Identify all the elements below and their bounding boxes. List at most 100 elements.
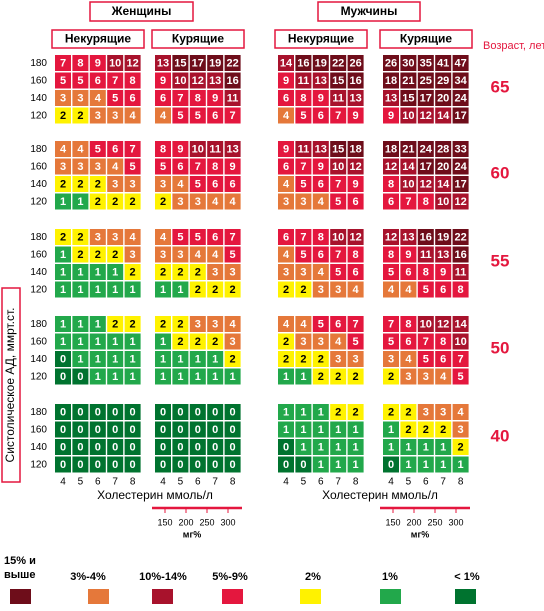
risk-cell [155,229,171,245]
risk-value: 13 [315,143,327,155]
risk-cell [347,107,364,124]
risk-cell [172,107,189,124]
risk-cell [155,193,171,210]
risk-value: 4 [283,318,290,330]
risk-cell [224,368,241,385]
risk-value: 4 [195,249,202,261]
risk-value: 0 [177,406,183,418]
risk-value: 3 [112,231,118,243]
age-label: 50 [491,338,510,357]
risk-cell [330,351,347,367]
risk-cell [155,141,171,157]
risk-cell [172,456,189,473]
risk-value: 13 [157,57,169,69]
risk-cell [400,456,417,473]
risk-value: 15 [332,75,344,87]
risk-value: 13 [385,92,397,104]
risk-value: 2 [405,424,411,436]
group-header-box [274,29,368,49]
risk-cell [155,158,171,175]
risk-cell [347,176,364,192]
risk-value: 0 [160,441,166,453]
risk-cell [435,55,452,71]
risk-value: 0 [212,441,218,453]
risk-value: 15 [402,92,414,104]
risk-cell [189,158,206,175]
risk-cell [400,264,417,280]
risk-value: 0 [77,406,83,418]
risk-value: 3 [423,371,429,383]
risk-cell [383,193,399,210]
risk-cell [278,281,294,298]
risk-cell [207,141,224,157]
risk-cell [295,368,312,385]
risk-value: 1 [283,371,289,383]
risk-value: 1 [160,284,166,296]
risk-cell [452,351,469,367]
risk-value: 22 [454,231,466,243]
risk-value: 12 [192,75,204,87]
risk-value: 0 [95,441,101,453]
risk-value: 19 [437,231,449,243]
risk-cell [435,368,452,385]
risk-cell [383,316,399,332]
risk-value: 9 [230,161,236,173]
risk-cell [435,421,452,438]
risk-value: 4 [405,353,412,365]
risk-cell [207,421,224,438]
risk-cell [400,193,417,210]
risk-value: 0 [77,371,83,383]
risk-value: 0 [60,459,66,471]
risk-value: 8 [318,231,324,243]
risk-cell [295,229,312,245]
risk-cell [72,90,89,106]
mg-label: мг% [411,529,429,539]
risk-value: 0 [230,406,236,418]
risk-value: 1 [405,459,411,471]
risk-value: 3 [283,266,289,278]
mg-tick-label: 150 [385,517,400,527]
risk-value: 10 [402,178,414,190]
risk-value: 10 [437,196,449,208]
risk-value: 1 [130,371,136,383]
risk-cell [278,333,294,350]
risk-cell [89,351,106,367]
risk-value: 13 [437,249,449,261]
risk-cell [155,351,171,367]
risk-cell [452,229,469,245]
risk-cell [400,404,417,420]
risk-cell [89,176,106,192]
risk-cell [452,281,469,298]
risk-value: 0 [212,424,218,436]
risk-cell [124,246,141,263]
risk-cell [207,281,224,298]
risk-cell [224,264,241,280]
risk-value: 2 [130,266,136,278]
risk-cell [189,368,206,385]
risk-value: 9 [160,75,166,87]
risk-cell [224,404,241,420]
risk-cell [124,72,141,89]
risk-cell [207,158,224,175]
risk-cell [72,193,89,210]
sex-header: Женщины [111,4,172,18]
risk-value: 3 [300,336,306,348]
risk-value: 0 [77,441,83,453]
risk-cell [55,72,71,89]
risk-cell [107,193,124,210]
risk-cell [72,55,89,71]
risk-value: 6 [353,196,359,208]
risk-value: 0 [177,424,183,436]
risk-value: 22 [226,57,238,69]
risk-cell [383,158,399,175]
risk-value: 17 [192,57,204,69]
risk-value: 8 [388,249,394,261]
risk-value: 24 [420,143,433,155]
risk-cell [452,456,469,473]
risk-cell [312,176,329,192]
risk-cell [452,264,469,280]
risk-cell [55,404,71,420]
risk-cell [189,439,206,455]
risk-value: 3 [195,196,201,208]
